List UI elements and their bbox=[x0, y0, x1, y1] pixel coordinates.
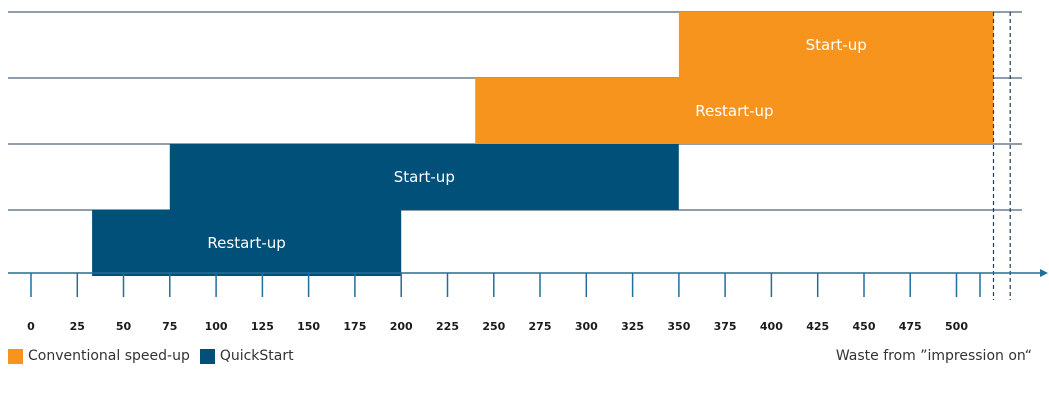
timeline-chart: Start-up Restart-up Start-up Restart-up 0 25… bbox=[8, 11, 1048, 333]
tick-label: 150 bbox=[297, 320, 320, 333]
waste-annotation: Waste from ”impression on“ bbox=[835, 348, 1032, 364]
tick-label: 400 bbox=[760, 320, 783, 333]
tick-label: 25 bbox=[70, 320, 85, 333]
tick-label: 425 bbox=[806, 320, 829, 333]
tick-label: 275 bbox=[529, 320, 552, 333]
marker-lines bbox=[992, 12, 1011, 300]
bar bbox=[678, 12, 994, 78]
x-axis: 0 25 50 75 100 125 150 175 200 225 250 275 300 325 350… bbox=[8, 269, 1048, 333]
tick-label: 50 bbox=[116, 320, 132, 333]
bar-label: Restart-up bbox=[695, 102, 773, 120]
tick-label: 175 bbox=[343, 320, 366, 333]
bar-label: Restart-up bbox=[207, 234, 285, 252]
tick-label: 300 bbox=[575, 320, 598, 333]
axis-arrow bbox=[1040, 269, 1048, 277]
bar bbox=[92, 210, 402, 276]
tick-label: 250 bbox=[482, 320, 505, 333]
tick-label: 325 bbox=[621, 320, 644, 333]
legend-label-quickstart: QuickStart bbox=[219, 348, 294, 364]
tick-label: 225 bbox=[436, 320, 459, 333]
tick-label: 450 bbox=[853, 320, 876, 333]
tick-label: 500 bbox=[945, 320, 968, 333]
tick-label: 475 bbox=[899, 320, 922, 333]
bar-label: Start-up bbox=[806, 36, 867, 54]
tick-label: 100 bbox=[205, 320, 228, 333]
tick-label: 75 bbox=[162, 320, 177, 333]
legend-entry-conventional: Conventional speed-up bbox=[8, 348, 190, 364]
bar bbox=[475, 78, 994, 144]
tick-label: 0 bbox=[27, 320, 35, 333]
legend-label-conventional: Conventional speed-up bbox=[28, 348, 190, 364]
legend-entry-quickstart: QuickStart bbox=[199, 348, 294, 364]
legend: Conventional speed-up QuickStart bbox=[8, 347, 304, 365]
tick-label: 375 bbox=[714, 320, 737, 333]
bars: Start-up Restart-up Start-up Restart-up bbox=[92, 12, 994, 276]
bar-label: Start-up bbox=[394, 168, 455, 186]
legend-swatch-conventional bbox=[8, 348, 23, 364]
legend-swatch-quickstart bbox=[199, 348, 215, 364]
tick-label: 350 bbox=[667, 320, 690, 333]
tick-label: 125 bbox=[251, 320, 274, 333]
bar bbox=[169, 144, 679, 210]
tick-label: 200 bbox=[390, 320, 413, 333]
